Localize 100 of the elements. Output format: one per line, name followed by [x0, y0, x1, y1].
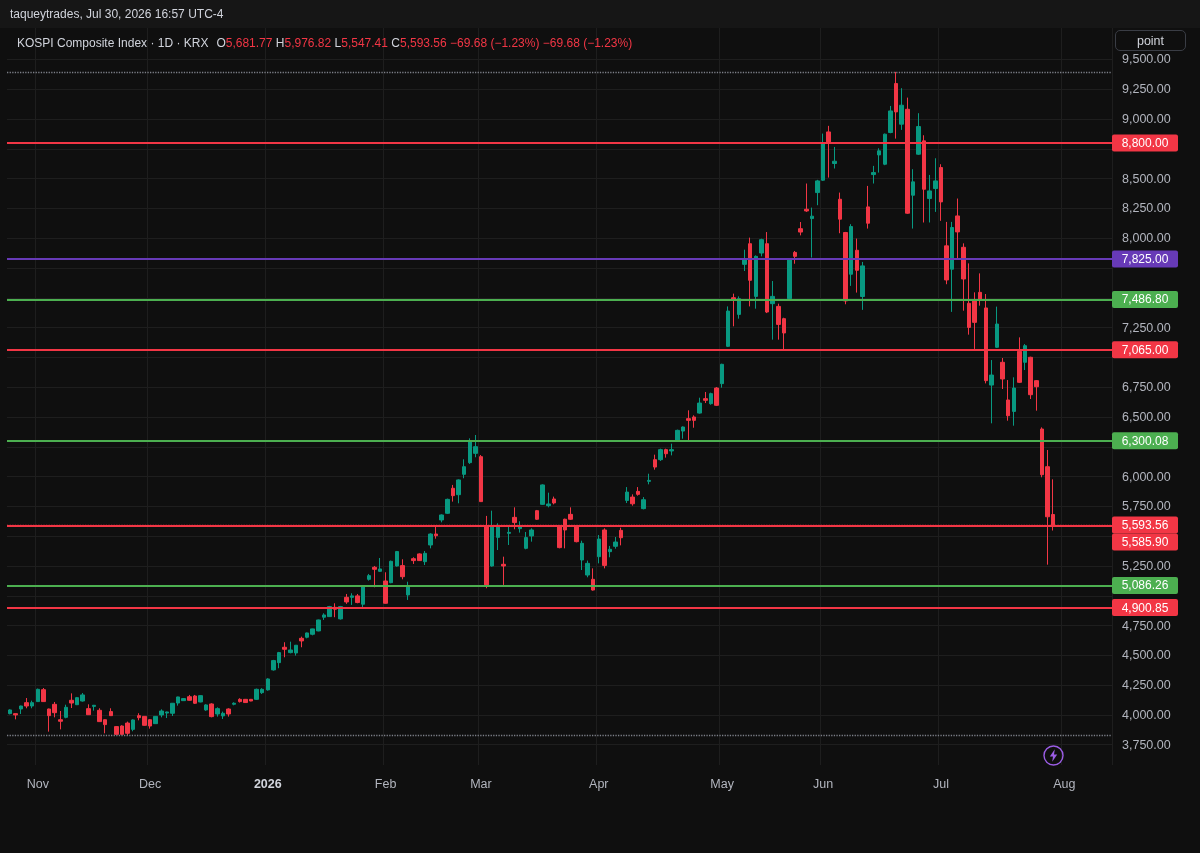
candlestick — [798, 221, 803, 236]
ref-line-label: 5,593.56 — [1121, 518, 1169, 533]
candlestick — [232, 701, 236, 706]
candlestick — [1000, 357, 1005, 390]
candlestick — [86, 703, 91, 716]
ref-line-label: 8,800.00 — [1121, 135, 1169, 150]
ref-line-label: 4,900.85 — [1121, 600, 1169, 615]
candlestick — [451, 484, 455, 503]
candlestick — [109, 707, 113, 717]
candlestick — [299, 636, 304, 648]
candlestick — [714, 386, 719, 407]
y-tick-label: 4,750.00 — [1122, 618, 1171, 633]
x-tick-label: Jul — [932, 776, 949, 791]
candlestick — [58, 710, 63, 730]
candlestick — [944, 221, 949, 285]
candlestick — [978, 272, 982, 307]
candlestick — [888, 105, 893, 134]
candlestick — [759, 238, 764, 257]
candlestick — [383, 571, 388, 605]
candlestick — [344, 593, 349, 605]
candlestick — [742, 249, 747, 272]
y-tick-label: 6,500.00 — [1122, 410, 1171, 424]
candlestick — [406, 581, 410, 601]
ref-line-label: 5,585.90 — [1121, 535, 1169, 550]
candlestick — [855, 238, 859, 294]
y-tick-label: 4,250.00 — [1122, 678, 1171, 693]
x-tick-label: Apr — [589, 776, 609, 791]
candlestick — [866, 185, 870, 230]
candlestick — [636, 486, 640, 497]
ref-line-label: 6,300.08 — [1121, 433, 1169, 448]
candlestick — [389, 560, 393, 584]
y-tick-label: 8,500.00 — [1122, 171, 1171, 186]
candlestick — [927, 174, 932, 223]
candlestick — [1006, 379, 1010, 422]
text: KOSPI Composite Index · 1D · KRX — [17, 36, 209, 50]
x-tick-label: Dec — [138, 776, 162, 791]
candlestick — [697, 397, 702, 415]
y-tick-label: 4,000.00 — [1122, 707, 1171, 722]
candlestick — [501, 556, 506, 586]
candlestick — [479, 454, 483, 503]
candlestick — [456, 478, 461, 504]
candlestick — [428, 532, 433, 549]
candlestick — [204, 703, 208, 712]
candlestick — [153, 715, 158, 725]
candlestick — [378, 557, 382, 573]
ref-line-label: 5,086.26 — [1121, 578, 1169, 593]
candlestick — [899, 87, 904, 131]
x-tick-label: Aug — [1053, 776, 1076, 791]
text: O5,681.77 H5,976.82 L5,547.41 C5,593.56 −69.68 (−1.23%) −69.68 (−1.23%) — [216, 36, 633, 50]
candlestick — [911, 168, 915, 230]
candlestick — [507, 524, 511, 546]
candlestick — [529, 527, 534, 543]
candlestick — [490, 510, 494, 568]
candlestick — [400, 558, 405, 580]
candlestick — [726, 305, 730, 348]
candlestick — [524, 531, 528, 550]
ref-line-label: 7,486.80 — [1121, 292, 1169, 307]
candlestick — [198, 694, 203, 703]
x-tick-label: Feb — [374, 776, 397, 791]
candlestick — [653, 454, 657, 471]
candlestick — [69, 692, 74, 709]
candlestick — [625, 486, 629, 504]
candlestick — [8, 708, 12, 715]
candlestick — [535, 509, 539, 521]
x-tick-label: Nov — [26, 776, 50, 791]
candlestick — [209, 702, 214, 718]
candlestick — [765, 231, 769, 314]
candlestick — [13, 712, 18, 720]
candlestick — [709, 392, 713, 406]
candlestick — [496, 522, 500, 551]
ref-line-label: 7,065.00 — [1121, 342, 1169, 357]
candlestick — [877, 147, 881, 174]
y-tick-label: 9,500.00 — [1122, 52, 1171, 67]
candlestick — [41, 687, 46, 703]
candlestick — [955, 198, 960, 260]
candlestick — [810, 207, 814, 259]
candlestick — [883, 133, 887, 166]
candlestick — [989, 359, 994, 424]
candlestick — [894, 71, 898, 140]
candlestick — [849, 223, 853, 287]
candlestick — [860, 261, 865, 311]
candlestick — [641, 496, 646, 510]
candlestick — [664, 448, 668, 459]
candlestick — [445, 498, 450, 515]
candlestick — [787, 258, 792, 300]
x-tick-label: Mar — [470, 776, 492, 791]
candlestick — [832, 146, 837, 170]
y-tick-label: 8,250.00 — [1122, 201, 1171, 216]
candlestick — [1023, 343, 1027, 371]
button: point — [1115, 30, 1186, 51]
candlestick — [754, 254, 758, 310]
candlestick — [703, 391, 708, 404]
candlestick — [226, 707, 231, 718]
candlestick — [961, 242, 966, 312]
candlestick — [585, 560, 590, 578]
candlestick — [995, 306, 999, 349]
y-tick-label: 6,750.00 — [1122, 380, 1171, 395]
candlestick — [372, 565, 377, 588]
candlestick — [720, 363, 724, 389]
candlestick — [24, 697, 29, 709]
